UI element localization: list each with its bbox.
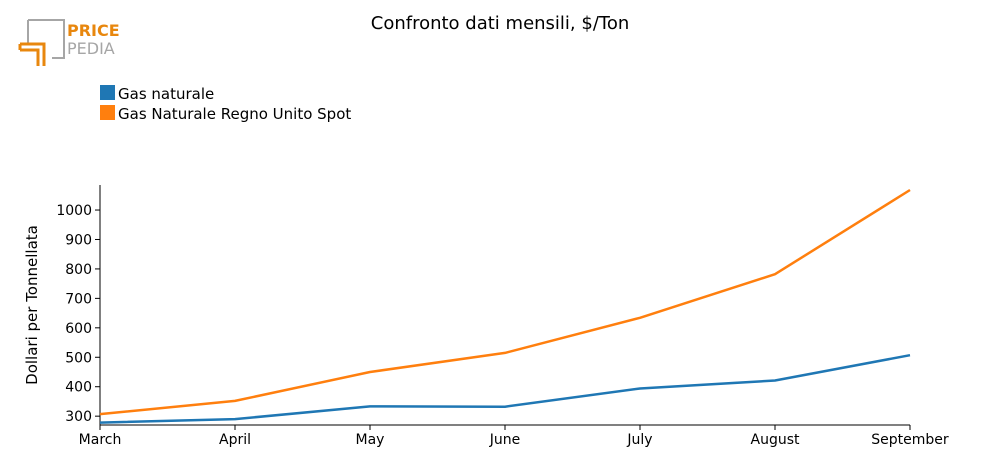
legend-label-gas-uk-spot: Gas Naturale Regno Unito Spot bbox=[118, 105, 351, 123]
y-tick-label: 800 bbox=[65, 262, 92, 278]
y-tick-label: 500 bbox=[65, 350, 92, 366]
x-tick-label: March bbox=[79, 432, 122, 448]
y-tick-label: 400 bbox=[65, 380, 92, 396]
y-tick-label: 300 bbox=[65, 409, 92, 425]
legend: Gas naturale Gas Naturale Regno Unito Sp… bbox=[100, 85, 351, 123]
y-tick-label: 600 bbox=[65, 321, 92, 337]
legend-swatch-gas-uk-spot bbox=[100, 105, 115, 120]
x-tick-label: May bbox=[356, 432, 385, 448]
y-axis-label: Dollari per Tonnellata bbox=[23, 225, 41, 385]
x-tick-label: August bbox=[751, 432, 801, 448]
legend-swatch-gas-naturale bbox=[100, 85, 115, 100]
pricepedia-logo: PRICE PEDIA bbox=[18, 19, 120, 66]
chart-title: Confronto dati mensili, $/Ton bbox=[371, 13, 630, 34]
series-line-0 bbox=[99, 353, 911, 424]
x-tick-label: June bbox=[489, 432, 521, 448]
logo-text-pedia: PEDIA bbox=[67, 39, 115, 58]
axes: 300 400 500 600 700 800 900 1000 March April May Ju… bbox=[56, 185, 949, 448]
legend-label-gas-naturale: Gas naturale bbox=[118, 85, 214, 103]
y-tick-label: 1000 bbox=[56, 203, 92, 219]
y-tick-label: 700 bbox=[65, 291, 92, 307]
x-tick-label: April bbox=[219, 432, 251, 448]
series-layer bbox=[99, 188, 911, 424]
series-line-1 bbox=[99, 188, 911, 416]
logo-icon bbox=[18, 19, 65, 66]
logo-text-price: PRICE bbox=[67, 21, 120, 40]
x-tick-label: July bbox=[626, 432, 652, 448]
y-tick-label: 900 bbox=[65, 232, 92, 248]
x-tick-label: September bbox=[871, 432, 949, 448]
